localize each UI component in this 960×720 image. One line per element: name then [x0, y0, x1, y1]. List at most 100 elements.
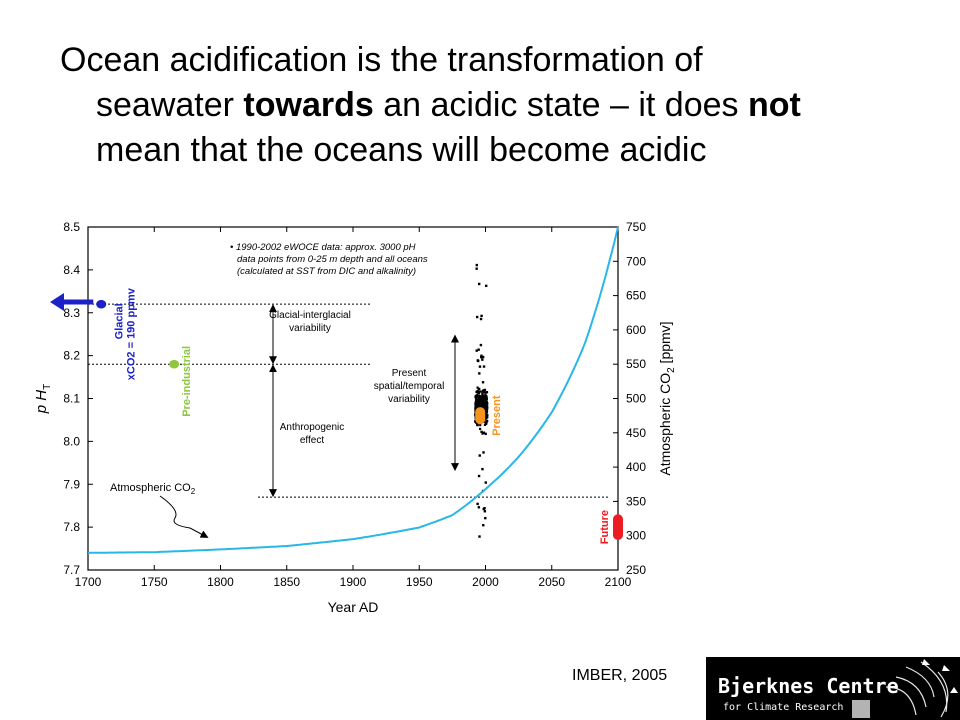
- ph-data-point: [484, 284, 488, 288]
- ph-data-point: [478, 427, 482, 431]
- ph-data-point: [477, 348, 480, 351]
- ph-data-point: [482, 431, 486, 434]
- ph-data-point: [482, 395, 485, 398]
- ph-data-point: [480, 355, 483, 359]
- ph-data-point: [474, 405, 478, 408]
- ph-data-point: [485, 421, 488, 424]
- y-right-tick-label: 400: [626, 460, 646, 474]
- ph-data-point: [480, 405, 483, 408]
- ph-data-point: [476, 390, 480, 393]
- ph-data-point: [481, 432, 484, 435]
- title-text: an acidic state – it does: [373, 86, 748, 124]
- ph-data-point: [475, 267, 478, 270]
- ph-data-point: [476, 502, 479, 506]
- ph-data-point: [477, 359, 480, 363]
- present-marker: [475, 407, 486, 425]
- x-tick-label: 2050: [538, 575, 565, 589]
- ph-data-point: [483, 423, 487, 427]
- ph-data-point: [475, 399, 478, 402]
- glacial-interglacial-label: variability: [289, 323, 331, 334]
- ph-data-point: [484, 394, 487, 397]
- y-left-tick-label: 8.3: [63, 306, 80, 320]
- y-left-tick-label: 7.8: [63, 520, 80, 534]
- y-right-tick-label: 500: [626, 392, 646, 406]
- ph-data-point: [478, 372, 481, 375]
- ph-data-point: [486, 419, 489, 422]
- ph-data-point: [475, 263, 478, 267]
- ph-data-point: [474, 408, 477, 411]
- pre-industrial-marker: [169, 359, 180, 369]
- ph-data-point: [475, 400, 478, 403]
- glacial-label: Glacial: [113, 303, 125, 339]
- note-text: (calculated at SST from DIC and alkalini…: [237, 266, 416, 277]
- ph-data-point: [477, 394, 481, 397]
- ph-data-point: [480, 314, 483, 318]
- co2-label-pointer: [159, 495, 209, 538]
- present-variability-label: variability: [388, 394, 430, 405]
- x-tick-label: 1700: [75, 575, 102, 589]
- ph-data-point: [481, 467, 484, 471]
- x-tick-label: 2100: [605, 575, 632, 589]
- ph-data-point: [477, 406, 480, 409]
- ph-data-point: [481, 381, 485, 384]
- present-variability-label: Present: [392, 368, 427, 379]
- ph-data-point: [476, 424, 479, 427]
- y-left-tick-label: 8.2: [63, 349, 80, 363]
- ph-data-point: [478, 396, 481, 399]
- ph-data-point: [483, 388, 487, 391]
- ph-data-point: [476, 386, 479, 389]
- ph-data-point: [482, 451, 485, 454]
- ph-data-point: [485, 396, 488, 399]
- ph-data-point: [477, 506, 481, 509]
- glacial-interglacial-label: Glacial-interglacial: [269, 310, 351, 321]
- ph-data-point: [483, 407, 487, 410]
- ph-data-point: [482, 389, 485, 392]
- ph-data-point: [475, 349, 478, 352]
- ph-data-point: [484, 411, 488, 415]
- anthropogenic-label: effect: [300, 435, 324, 446]
- ph-data-point: [475, 390, 478, 394]
- present-label: Present: [491, 395, 503, 436]
- ph-data-point: [479, 343, 483, 347]
- ph-data-point: [478, 365, 482, 368]
- ph-data-point: [484, 401, 487, 404]
- ph-data-point: [483, 406, 486, 409]
- ph-data-point: [484, 397, 487, 400]
- ph-data-point: [484, 391, 487, 394]
- present-variability-label: spatial/temporal: [374, 381, 445, 392]
- future-label: Future: [599, 510, 611, 544]
- ph-data-point: [478, 387, 481, 391]
- title-emphasis-towards: towards: [243, 86, 374, 124]
- ph-data-point: [484, 481, 487, 484]
- y-right-tick-label: 550: [626, 357, 646, 371]
- ph-data-point: [475, 315, 479, 319]
- ph-data-point: [486, 413, 489, 417]
- logo-title: Bjerknes Centre: [718, 674, 899, 698]
- y-left-tick-label: 7.7: [63, 563, 80, 577]
- ph-data-point: [484, 399, 487, 402]
- glacial-co2-label: xCO2 = 190 ppmv: [125, 287, 137, 380]
- y-right-tick-label: 250: [626, 563, 646, 577]
- ph-data-point: [486, 406, 489, 409]
- anthropogenic-label: Anthropogenic: [280, 422, 345, 433]
- ph-data-point: [483, 510, 487, 513]
- ph-data-point: [480, 395, 483, 399]
- ph-data-point: [481, 394, 484, 397]
- title-line-3: mean that the oceans will become acidic: [96, 131, 707, 169]
- ph-data-point: [484, 408, 487, 411]
- y-right-tick-label: 350: [626, 494, 646, 508]
- ph-data-point: [484, 432, 487, 436]
- co2-curve-label: Atmospheric CO2: [110, 482, 196, 496]
- y-right-axis-label: Atmospheric CO2 [ppmv]: [657, 321, 677, 475]
- ph-data-point: [476, 402, 480, 405]
- y-left-tick-label: 7.9: [63, 477, 80, 491]
- ph-data-point: [484, 406, 488, 409]
- y-right-tick-label: 600: [626, 323, 646, 337]
- ph-data-point: [476, 393, 479, 397]
- ph-data-point: [479, 424, 482, 427]
- plot-frame: [87, 226, 619, 571]
- y-right-tick-label: 700: [626, 254, 646, 268]
- ph-data-point: [474, 395, 477, 398]
- logo-swirl-icon: [852, 659, 958, 718]
- ph-data-point: [482, 406, 485, 410]
